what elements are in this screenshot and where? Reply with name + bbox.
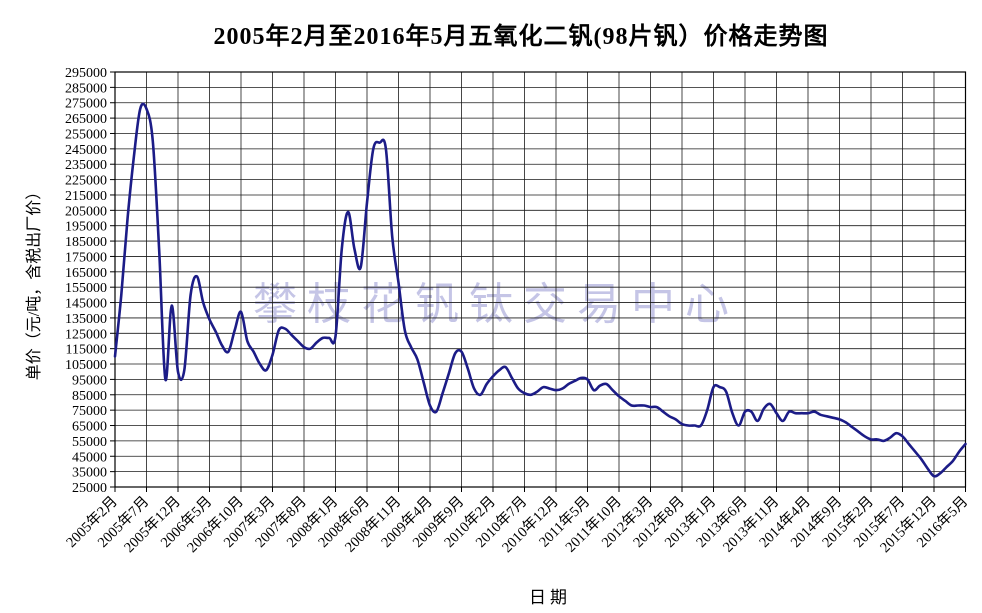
svg-text:275000: 275000 — [65, 97, 107, 112]
svg-text:85000: 85000 — [72, 389, 107, 404]
svg-text:135000: 135000 — [65, 312, 107, 327]
price-line — [113, 102, 967, 478]
svg-text:95000: 95000 — [72, 373, 107, 388]
svg-text:175000: 175000 — [65, 250, 107, 265]
svg-text:215000: 215000 — [65, 189, 107, 204]
svg-text:235000: 235000 — [65, 158, 107, 173]
svg-text:265000: 265000 — [65, 112, 107, 127]
svg-text:35000: 35000 — [72, 466, 107, 481]
chart-title: 2005年2月至2016年5月五氧化二钒(98片钒）价格走势图 — [213, 24, 829, 50]
svg-text:75000: 75000 — [72, 404, 107, 419]
svg-text:155000: 155000 — [65, 281, 107, 296]
svg-text:295000: 295000 — [65, 66, 107, 81]
svg-text:25000: 25000 — [72, 481, 107, 496]
watermark-text: 攀枝花钒钛交易中心 — [253, 280, 739, 329]
svg-text:45000: 45000 — [72, 450, 107, 465]
svg-text:225000: 225000 — [65, 174, 107, 189]
svg-text:245000: 245000 — [65, 143, 107, 158]
x-axis-title: 日期 — [529, 588, 571, 607]
svg-text:55000: 55000 — [72, 435, 107, 450]
svg-text:165000: 165000 — [65, 266, 107, 281]
svg-text:285000: 285000 — [65, 81, 107, 96]
svg-text:185000: 185000 — [65, 235, 107, 250]
svg-text:145000: 145000 — [65, 297, 107, 312]
svg-text:105000: 105000 — [65, 358, 107, 373]
svg-text:65000: 65000 — [72, 420, 107, 435]
svg-text:195000: 195000 — [65, 220, 107, 235]
svg-text:255000: 255000 — [65, 127, 107, 142]
svg-text:125000: 125000 — [65, 327, 107, 342]
svg-text:115000: 115000 — [66, 343, 107, 358]
svg-text:205000: 205000 — [65, 204, 107, 219]
